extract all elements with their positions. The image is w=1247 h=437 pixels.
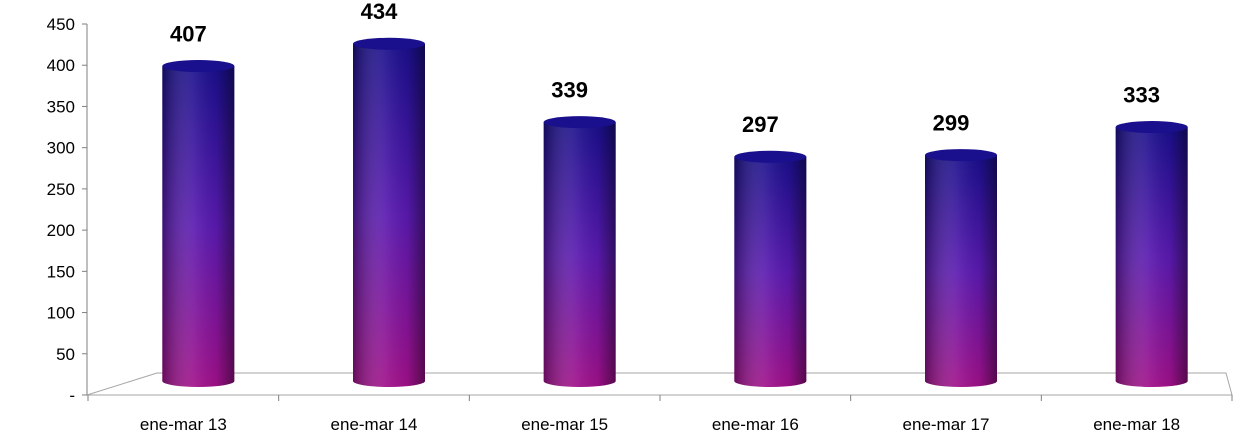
y-tick-label: 150 — [47, 262, 75, 281]
data-label: 407 — [170, 21, 207, 46]
y-tick-label: 400 — [47, 56, 75, 75]
data-label: 339 — [551, 78, 588, 103]
bar — [162, 60, 235, 387]
data-label: 299 — [933, 110, 970, 135]
y-tick-label: 350 — [47, 97, 75, 116]
bar-top — [925, 149, 997, 162]
bar-shading — [1115, 127, 1188, 387]
bar — [543, 116, 616, 387]
bar — [925, 149, 997, 387]
bar-top — [353, 37, 425, 50]
data-label: 333 — [1123, 82, 1160, 107]
bar-shading — [162, 66, 235, 387]
floor-plane — [86, 372, 1233, 396]
y-tick-label: 200 — [47, 221, 75, 240]
bar — [1115, 121, 1188, 387]
bar-top — [162, 60, 235, 73]
data-labels: 407 434 339 297 299 333 — [170, 0, 1160, 137]
x-tick-label: ene-mar 15 — [521, 415, 608, 434]
bar-top — [1115, 121, 1188, 134]
bar-shading — [353, 43, 425, 388]
bar — [734, 150, 807, 387]
bar-top — [734, 150, 807, 163]
bar-shading — [925, 155, 997, 387]
y-tick-label: 450 — [47, 15, 75, 34]
chart-floor — [86, 372, 1233, 396]
bar-shading — [543, 122, 616, 387]
y-tick-label: 250 — [47, 180, 75, 199]
x-tick-label: ene-mar 14 — [331, 415, 418, 434]
x-tick-label: ene-mar 16 — [712, 415, 799, 434]
bar-top — [543, 116, 616, 129]
x-tick-label: ene-mar 17 — [903, 415, 990, 434]
data-label: 434 — [361, 0, 398, 24]
bar — [353, 37, 425, 388]
x-tick-label: ene-mar 13 — [140, 415, 227, 434]
y-tick-label: 50 — [56, 345, 75, 364]
x-tick-label: ene-mar 18 — [1093, 415, 1180, 434]
bar-shading — [734, 156, 807, 387]
y-axis: - 50 100 150 200 250 300 350 400 450 — [47, 15, 88, 405]
data-label: 297 — [742, 112, 779, 137]
bars — [162, 37, 1188, 388]
y-tick-label: - — [69, 386, 75, 405]
x-axis: ene-mar 13 ene-mar 14 ene-mar 15 ene-mar 16… — [87, 395, 1233, 434]
y-tick-label: 100 — [47, 304, 75, 323]
y-tick-label: 300 — [47, 139, 75, 158]
